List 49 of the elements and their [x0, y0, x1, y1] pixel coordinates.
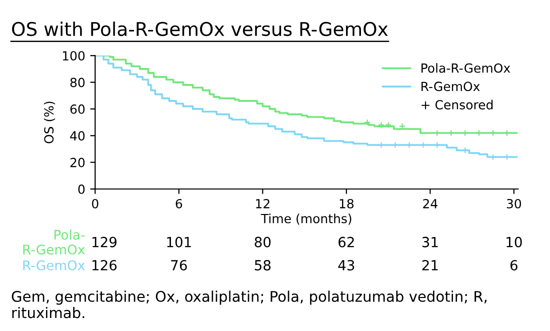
text: 10	[506, 236, 522, 248]
text: 31	[422, 236, 438, 248]
x-tick-label: 18	[340, 198, 354, 208]
point	[448, 130, 454, 136]
point	[504, 130, 510, 136]
text: 80	[254, 236, 271, 248]
y-tick-label: 20	[70, 158, 85, 168]
point	[364, 118, 371, 126]
y-tick-label: 60	[70, 104, 85, 114]
x-tick-label: 30	[506, 198, 522, 208]
point	[378, 142, 385, 148]
point	[434, 142, 440, 148]
chart-title: OS with Pola-R-GemOx versus R-GemOx	[12, 22, 388, 36]
text: 126	[92, 260, 117, 270]
x-tick-label: 0	[92, 198, 98, 208]
y-tick-label: 40	[70, 131, 85, 141]
point	[434, 130, 440, 136]
text: 129	[92, 236, 116, 248]
y-tick-label: 100	[62, 51, 85, 61]
point	[420, 142, 427, 148]
text: 21	[422, 260, 438, 270]
text: Pola- R-GemOx	[23, 230, 85, 254]
point	[504, 154, 510, 160]
x-axis-title: Time (months)	[260, 214, 352, 225]
text: Gem, gemcitabine; Ox, oxaliplatin; Pola, polatuzumab vedotin; R, rituximab.	[12, 290, 486, 318]
point	[384, 122, 392, 128]
point	[490, 130, 496, 136]
text: 101	[167, 236, 191, 248]
series-label: + Censored	[422, 100, 493, 110]
text: 58	[254, 260, 271, 270]
text: 62	[338, 236, 354, 248]
x-tick-label: 6	[176, 198, 182, 208]
point	[392, 142, 399, 148]
y-tick-label: 80	[70, 78, 85, 88]
text: 43	[338, 260, 354, 270]
x-tick-label: 12	[256, 198, 270, 208]
text: 6	[510, 260, 518, 270]
point	[406, 142, 413, 148]
legend-label: Pola-R-GemOx	[422, 63, 510, 73]
text: R-GemOx	[23, 260, 85, 270]
point	[378, 122, 385, 128]
y-axis-title: OS (%)	[44, 102, 56, 144]
point	[490, 154, 496, 160]
y-tick-label: 0	[78, 184, 85, 194]
legend-label: R-GemOx	[422, 82, 480, 92]
point	[476, 130, 482, 136]
text: 76	[171, 260, 187, 270]
x-tick-label: 24	[423, 198, 438, 208]
point	[462, 130, 468, 136]
